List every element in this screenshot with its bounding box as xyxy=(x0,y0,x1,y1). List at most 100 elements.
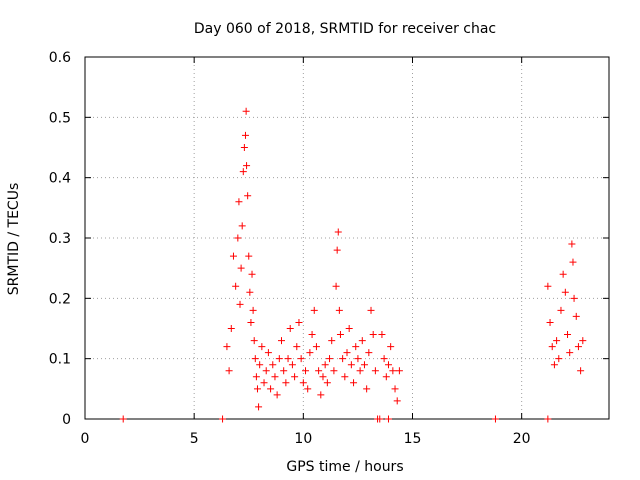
data-point xyxy=(241,131,249,139)
data-point xyxy=(544,415,552,423)
data-point xyxy=(308,331,316,339)
data-point xyxy=(546,318,554,326)
data-point xyxy=(262,367,270,375)
data-point xyxy=(568,240,576,248)
data-point xyxy=(229,252,237,260)
data-point xyxy=(548,343,556,351)
data-point xyxy=(249,306,257,314)
data-point xyxy=(569,258,577,266)
data-point xyxy=(561,288,569,296)
data-point xyxy=(227,325,235,332)
data-point xyxy=(282,379,290,387)
data-point xyxy=(235,198,243,206)
data-point xyxy=(275,355,283,363)
data-point xyxy=(253,385,261,393)
data-point xyxy=(237,264,245,272)
data-point xyxy=(334,228,342,236)
data-point xyxy=(317,391,325,399)
data-point xyxy=(119,415,127,423)
data-point xyxy=(219,415,227,423)
data-point xyxy=(293,343,301,351)
data-point xyxy=(384,361,392,369)
data-point xyxy=(240,144,248,151)
data-point xyxy=(319,373,327,381)
data-point xyxy=(304,385,312,393)
data-point xyxy=(328,337,336,345)
y-tick-label: 0.3 xyxy=(49,231,71,247)
data-point xyxy=(251,355,259,363)
data-point xyxy=(271,373,279,381)
data-point xyxy=(389,367,397,375)
data-point xyxy=(288,361,296,369)
y-tick-label: 0.6 xyxy=(49,50,71,66)
data-point xyxy=(544,282,552,290)
data-markers xyxy=(119,107,587,423)
data-point xyxy=(376,415,384,423)
data-point xyxy=(332,282,340,290)
data-point xyxy=(267,385,275,393)
data-point xyxy=(574,343,582,351)
data-point xyxy=(380,355,388,363)
data-point xyxy=(269,361,277,369)
data-point xyxy=(358,337,366,345)
data-point xyxy=(252,373,260,381)
data-point xyxy=(244,192,252,200)
data-point xyxy=(564,331,572,339)
data-point xyxy=(336,331,344,339)
data-point xyxy=(391,385,399,393)
data-point xyxy=(550,361,558,369)
data-point xyxy=(239,168,247,176)
data-point xyxy=(371,367,379,375)
data-point xyxy=(577,367,585,375)
data-point xyxy=(570,294,578,302)
data-point xyxy=(256,361,264,369)
data-point xyxy=(236,300,244,308)
data-point xyxy=(360,361,368,369)
data-point xyxy=(356,367,364,375)
data-point xyxy=(312,343,320,351)
data-point xyxy=(382,373,390,381)
x-tick-label: 0 xyxy=(81,431,90,447)
data-point xyxy=(335,306,343,314)
data-point xyxy=(278,337,285,345)
data-point xyxy=(234,234,242,242)
y-tick-label: 0 xyxy=(62,412,71,428)
data-point xyxy=(559,270,567,278)
data-point xyxy=(280,367,288,375)
data-point xyxy=(566,349,574,357)
axis-ticks: 0 5 10 15 20 0 0.1 0.2 0.3 0.4 0.5 0.6 xyxy=(49,50,609,447)
data-point xyxy=(248,270,256,278)
data-point xyxy=(242,107,250,115)
chart-title: Day 060 of 2018, SRMTID for receiver cha… xyxy=(194,21,496,37)
data-point xyxy=(393,397,401,405)
data-point xyxy=(238,222,246,230)
data-point xyxy=(369,331,377,339)
data-point xyxy=(326,355,334,363)
data-point xyxy=(579,337,587,345)
data-point xyxy=(363,385,371,393)
data-point xyxy=(367,306,375,314)
data-point xyxy=(343,349,351,357)
data-point xyxy=(365,349,373,357)
data-point xyxy=(223,343,231,351)
data-point xyxy=(387,343,395,351)
data-point xyxy=(306,349,314,357)
data-point xyxy=(299,379,307,387)
data-point xyxy=(232,282,240,290)
data-point xyxy=(330,367,338,375)
data-point xyxy=(384,415,392,423)
data-point xyxy=(297,355,305,363)
data-point xyxy=(557,306,565,314)
data-point xyxy=(245,252,253,260)
data-point xyxy=(555,355,563,363)
data-point xyxy=(339,355,347,363)
y-tick-label: 0.4 xyxy=(49,171,71,187)
grid-lines xyxy=(85,57,609,419)
data-point xyxy=(250,337,258,345)
data-point xyxy=(315,367,323,375)
data-point xyxy=(352,343,360,351)
x-tick-label: 20 xyxy=(513,431,531,447)
data-point xyxy=(323,379,331,387)
data-point xyxy=(246,288,254,296)
